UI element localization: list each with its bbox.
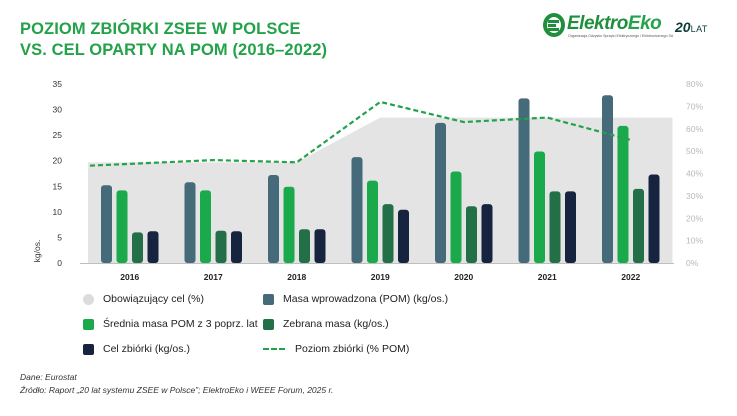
bar-3-2018	[314, 229, 326, 263]
x-tick-2019: 2019	[371, 272, 390, 280]
title-line-1: POZIOM ZBIÓRKI ZSEE W POLSCE	[20, 20, 301, 38]
bar-1-2016	[116, 190, 128, 263]
chart: 0 5 10 15 20 25 30 35 0% 10% 20% 30% 40% 50% 60% 70% 80%…	[32, 79, 703, 280]
logo-anniversary: 20LAT	[675, 19, 708, 35]
legend-item-zebrana: Zebrana masa (kg/os.)	[263, 318, 389, 330]
bar-3-2020	[481, 204, 493, 263]
legend-label-target-area: Obowiązujący cel (%)	[103, 293, 204, 305]
y-right-tick-70: 70%	[686, 101, 703, 111]
y-left-tick-30: 30	[53, 105, 63, 115]
legend-item-masa-pom: Masa wprowadzona (POM) (kg/os.)	[263, 293, 448, 305]
x-tick-2020: 2020	[454, 272, 473, 280]
bar-0-2020	[435, 122, 446, 263]
bar-3-2021	[565, 191, 576, 263]
y-right-tick-30: 30%	[686, 191, 703, 201]
citation: Źródło: Raport „20 lat systemu ZSEE w Po…	[20, 385, 334, 395]
y-left-tick-5: 5	[57, 232, 62, 242]
legend-swatch-srednia-pom	[83, 318, 94, 330]
bar-1-2018	[283, 186, 295, 263]
y-right-tick-10: 10%	[686, 236, 703, 246]
legend-item-poziom-zbiorki: Poziom zbiórki (% POM)	[263, 343, 409, 355]
bar-1-2017	[200, 190, 211, 263]
title-line-2: VS. CEL OPARTY NA POM (2016–2022)	[20, 41, 328, 59]
bar-0-2018	[268, 175, 279, 263]
y-right-tick-60: 60%	[686, 124, 703, 134]
bar-1-2019	[367, 180, 378, 263]
legend-swatch-masa-pom	[263, 293, 274, 305]
legend-swatch-poziom-zbiorki	[263, 348, 285, 350]
x-tick-2016: 2016	[120, 272, 139, 280]
elektroeko-logo: ElektroEko Organizacja Odzysku Sprzętu E…	[542, 12, 722, 42]
logo-name: ElektroEko	[567, 13, 662, 34]
legend-swatch-cel	[83, 343, 94, 355]
legend-label-masa-pom: Masa wprowadzona (POM) (kg/os.)	[283, 293, 449, 305]
chart-title: POZIOM ZBIÓRKI ZSEE W POLSCE VS. CEL OPA…	[20, 19, 327, 61]
legend-item-target-area: Obowiązujący cel (%)	[83, 293, 204, 305]
bar-3-2019	[398, 209, 409, 263]
bar-2-2019	[382, 204, 394, 263]
y-right-tick-0: 0%	[686, 258, 699, 268]
bar-1-2021	[534, 151, 545, 263]
legend-item-srednia-pom: Średnia masa POM z 3 poprz. lat	[83, 318, 258, 330]
y-left-tick-25: 25	[53, 130, 63, 140]
logo-tagline: Organizacja Odzysku Sprzętu Elektryczneg…	[568, 34, 674, 38]
legend-label-zebrana: Zebrana masa (kg/os.)	[283, 318, 389, 330]
y-left-tick-15: 15	[53, 181, 63, 191]
y-left-tick-20: 20	[53, 156, 63, 166]
y-right-tick-80: 80%	[686, 79, 703, 89]
y-right-tick-20: 20%	[686, 213, 703, 223]
y-left-label: kg/os.	[32, 240, 42, 263]
bar-2-2020	[466, 206, 477, 263]
bar-0-2022	[602, 95, 613, 263]
x-tick-2018: 2018	[287, 272, 306, 280]
bar-1-2022	[617, 125, 629, 264]
legend-item-cel: Cel zbiórki (kg/os.)	[83, 343, 190, 355]
bar-0-2019	[351, 157, 363, 263]
y-left-tick-35: 35	[53, 79, 63, 89]
y-left-tick-10: 10	[53, 207, 63, 217]
legend-swatch-target-area	[83, 293, 94, 305]
bar-3-2017	[231, 231, 242, 263]
legend-label-poziom-zbiorki: Poziom zbiórki (% POM)	[295, 343, 410, 355]
bar-3-2016	[147, 231, 159, 263]
data-source: Dane: Eurostat	[20, 372, 77, 382]
bar-1-2020	[450, 171, 462, 263]
y-right-tick-50: 50%	[686, 146, 703, 156]
bar-0-2021	[518, 98, 530, 263]
line-poziom-zbiorki	[89, 100, 632, 167]
target-area	[88, 117, 673, 263]
legend-label-srednia-pom: Średnia masa POM z 3 poprz. lat	[103, 318, 258, 330]
x-tick-2021: 2021	[538, 272, 557, 280]
bar-3-2022	[648, 174, 660, 263]
bar-2-2017	[215, 230, 227, 263]
legend-label-cel: Cel zbiórki (kg/os.)	[103, 343, 190, 355]
x-tick-2017: 2017	[204, 272, 223, 280]
bar-2-2018	[299, 229, 310, 263]
bar-0-2016	[101, 185, 112, 263]
bar-0-2017	[184, 182, 196, 263]
bar-2-2022	[633, 188, 644, 263]
x-tick-2022: 2022	[621, 272, 640, 280]
bar-2-2021	[549, 191, 561, 263]
footer: Dane: Eurostat Źródło: Raport „20 lat sy…	[20, 371, 333, 397]
bar-2-2016	[132, 232, 143, 263]
y-right-tick-40: 40%	[686, 169, 703, 179]
elektroeko-logo-mark-icon	[543, 13, 565, 37]
y-left-tick-0: 0	[57, 258, 62, 268]
legend-swatch-zebrana	[263, 318, 274, 330]
